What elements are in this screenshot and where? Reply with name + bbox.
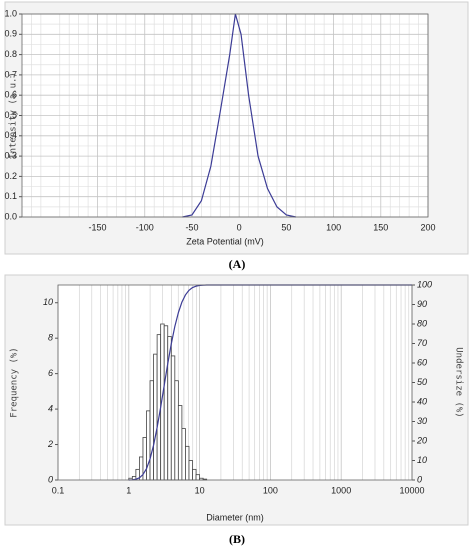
y-tick-label: 0.3 (4, 150, 17, 160)
y-tick-label: 10 (43, 297, 53, 307)
y2-tick-label: 40 (417, 396, 427, 406)
y-tick-label: 0 (48, 474, 53, 484)
x-tick-label: 200 (420, 222, 435, 232)
y-tick-label: 4 (48, 403, 53, 413)
bar (177, 405, 183, 481)
x-tick-label: 10000 (399, 485, 424, 495)
y2-tick-label: 30 (417, 416, 427, 426)
bar (149, 380, 154, 481)
plot-area (58, 285, 412, 480)
x-tick-label: 0 (237, 222, 242, 232)
y2-tick-label: 70 (417, 338, 427, 348)
y2-tick-label: 10 (417, 455, 427, 465)
y2-tick-label: 60 (417, 357, 427, 367)
y2-axis-title: Undersize (%) (454, 347, 464, 417)
panel-label: (B) (229, 532, 245, 546)
y-tick-label: 8 (48, 333, 53, 343)
y-tick-label: 2 (47, 439, 53, 449)
y-tick-label: 0.8 (4, 49, 17, 59)
y-tick-label: 6 (48, 368, 53, 378)
bar (174, 380, 179, 481)
data-line (182, 13, 296, 218)
y-tick-label: 1.0 (4, 8, 17, 18)
y2-tick-label: 100 (417, 279, 432, 289)
bar (181, 428, 186, 481)
bar (192, 468, 197, 481)
x-axis-title: Zeta Potential (mV) (186, 236, 264, 246)
x-tick-label: 0.1 (52, 485, 65, 495)
y-tick-label: 0.2 (4, 171, 17, 181)
y-axis-title: Intensity (a.u.) (9, 72, 19, 159)
y-tick-label: 0.7 (4, 69, 17, 79)
x-tick-label: 10 (195, 485, 205, 495)
x-tick-label: -100 (136, 222, 154, 232)
plot-frame (21, 13, 429, 218)
panel-label: (A) (229, 257, 246, 271)
y2-tick-label: 0 (417, 474, 422, 484)
y-tick-label: 0.0 (4, 211, 17, 221)
y2-tick-label: 20 (416, 435, 427, 445)
x-tick-label: 50 (281, 222, 291, 232)
y2-tick-label: 80 (417, 318, 427, 328)
x-tick-label: 1 (126, 485, 131, 495)
x-tick-label: -150 (89, 222, 107, 232)
y-tick-label: 0.4 (4, 130, 17, 140)
bar (170, 355, 176, 481)
y-tick-label: 0.1 (4, 191, 17, 201)
y-axis-title: Frequency (%) (10, 347, 20, 417)
bar (195, 474, 200, 481)
y-tick-label: 0.6 (4, 90, 17, 100)
y2-tick-label: 50 (417, 377, 427, 387)
bar (188, 460, 193, 481)
x-tick-label: -50 (185, 222, 198, 232)
x-tick-label: 150 (373, 222, 388, 232)
bar (146, 410, 151, 481)
bar (163, 325, 169, 481)
y-tick-label: 0.5 (4, 110, 17, 120)
bar (153, 353, 158, 481)
x-tick-label: 1000 (331, 485, 351, 495)
x-axis-title: Diameter (nm) (206, 512, 264, 522)
x-tick-label: 100 (263, 485, 278, 495)
y-tick-label: 0.9 (4, 29, 17, 39)
bar (185, 445, 190, 481)
y2-tick-label: 90 (417, 299, 427, 309)
x-tick-label: 100 (326, 222, 341, 232)
plot-frame (57, 284, 413, 481)
